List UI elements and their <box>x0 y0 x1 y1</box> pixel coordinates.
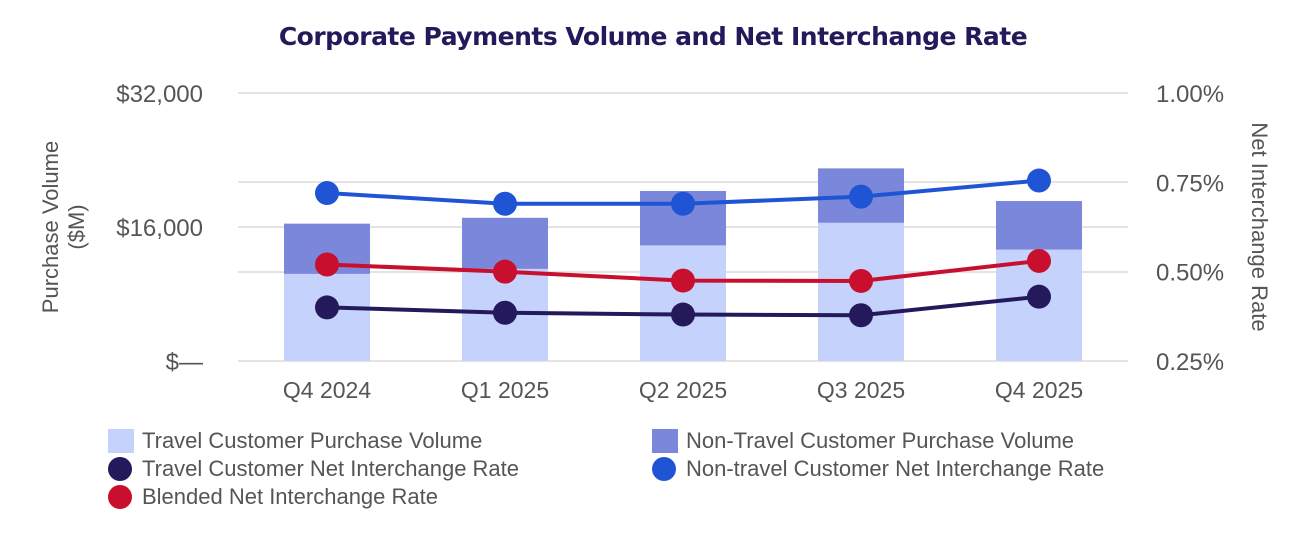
y2-tick-label: 1.00% <box>1156 81 1224 108</box>
legend-item-non-travel-rate: Non-travel Customer Net Interchange Rate <box>652 456 1104 482</box>
chart-canvas: $32,000 $16,000 $— 1.00% 0.75% 0.50% 0.25% Purc… <box>38 81 1272 403</box>
legend-swatch <box>652 457 676 481</box>
line-point <box>493 191 517 216</box>
y2-tick-label: 0.25% <box>1156 349 1224 376</box>
legend-item-travel-rate: Travel Customer Net Interchange Rate <box>108 456 519 482</box>
legend-label: Travel Customer Purchase Volume <box>142 428 483 453</box>
line-point <box>849 184 873 209</box>
legend-swatch <box>108 457 132 481</box>
legend-label: Travel Customer Net Interchange Rate <box>142 456 520 481</box>
y-axis-title: Purchase Volume <box>38 141 63 313</box>
y-axis-title-unit: ($M) <box>64 204 89 249</box>
x-tick-label: Q4 2025 <box>995 377 1083 403</box>
line-point <box>671 191 695 216</box>
legend-item-blended-rate: Blended Net Interchange Rate <box>108 484 438 510</box>
line-point <box>1027 168 1051 193</box>
y-tick-label: $32,000 <box>116 81 203 108</box>
legend-swatch <box>108 429 134 453</box>
y2-axis-title: Net Interchange Rate <box>1247 122 1272 331</box>
y-tick-label: $16,000 <box>116 215 203 242</box>
legend-swatch <box>108 485 132 509</box>
x-tick-label: Q3 2025 <box>817 377 905 403</box>
line-point <box>849 303 873 328</box>
bar-non-travel <box>996 201 1082 250</box>
x-tick-label: Q4 2024 <box>283 377 371 403</box>
line-point <box>315 295 339 320</box>
x-tick-label: Q2 2025 <box>639 377 727 403</box>
line-point <box>849 268 873 293</box>
legend-label: Non-travel Customer Net Interchange Rate <box>686 456 1105 481</box>
line-point <box>671 268 695 293</box>
line-point <box>493 300 517 325</box>
chart-title: Corporate Payments Volume and Net Interc… <box>278 22 1028 51</box>
line-point <box>1027 284 1051 309</box>
y2-tick-label: 0.50% <box>1156 260 1224 287</box>
y2-tick-label: 0.75% <box>1156 170 1224 197</box>
legend-item-travel-volume: Travel Customer Purchase Volume <box>108 428 482 454</box>
line-point <box>671 302 695 327</box>
line-point <box>1027 248 1051 273</box>
y-tick-label: $— <box>166 349 203 376</box>
line-point <box>493 259 517 284</box>
line-point <box>315 181 339 206</box>
line-point <box>315 252 339 277</box>
x-tick-label: Q1 2025 <box>461 377 549 403</box>
legend-label: Blended Net Interchange Rate <box>142 484 438 509</box>
legend-swatch <box>652 429 678 453</box>
legend-label: Non-Travel Customer Purchase Volume <box>686 428 1075 453</box>
legend-item-non-travel-volume: Non-Travel Customer Purchase Volume <box>652 428 1074 454</box>
